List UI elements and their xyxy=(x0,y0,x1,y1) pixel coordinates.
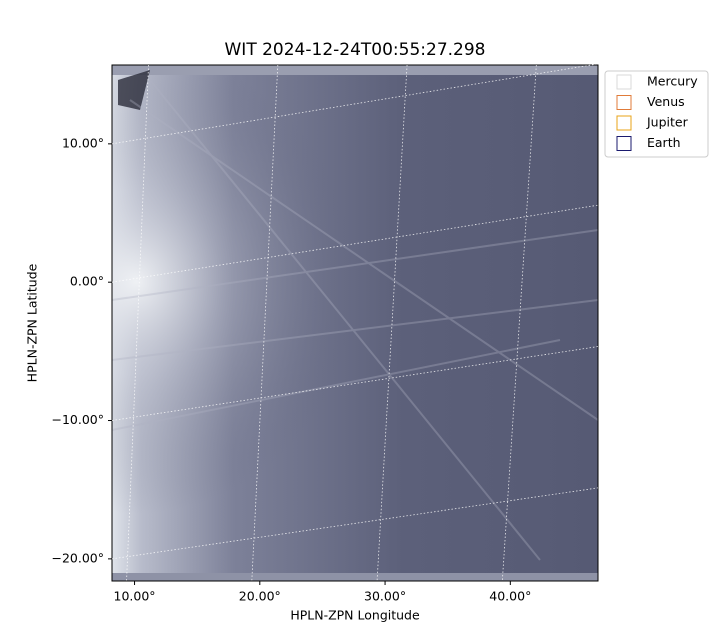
legend-swatch xyxy=(616,115,632,131)
image xyxy=(111,64,599,582)
legend-swatch xyxy=(616,74,632,90)
grid-line xyxy=(251,64,279,582)
legend-label: Mercury xyxy=(647,74,698,89)
y-tick-label: −10.00° xyxy=(51,412,104,427)
chart-title: WIT 2024-12-24T00:55:27.298 xyxy=(225,40,486,60)
y-tick-label: 0.00° xyxy=(70,274,104,289)
grid-line xyxy=(111,204,599,283)
x-tick-label: 40.00° xyxy=(489,589,531,604)
legend-label: Venus xyxy=(647,94,685,109)
y-tick-label: −20.00° xyxy=(51,550,104,565)
legend-swatch xyxy=(616,136,632,151)
grid-line xyxy=(111,63,599,145)
x-tick-label: 10.00° xyxy=(114,589,156,604)
grid-line xyxy=(376,64,408,582)
y-tick-label: 10.00° xyxy=(62,135,104,150)
legend-label: Earth xyxy=(647,135,681,150)
grid-line xyxy=(501,64,537,582)
grid-line xyxy=(111,487,599,560)
x-tick-label: 30.00° xyxy=(364,589,406,604)
x-tick-label: 20.00° xyxy=(239,589,281,604)
legend-label: Jupiter xyxy=(646,115,689,130)
y-axis-label: HPLN-ZPN Latitude xyxy=(25,263,40,382)
x-axis-label: HPLN-ZPN Longitude xyxy=(290,608,420,623)
legend xyxy=(604,70,709,158)
legend-swatch xyxy=(616,95,632,110)
